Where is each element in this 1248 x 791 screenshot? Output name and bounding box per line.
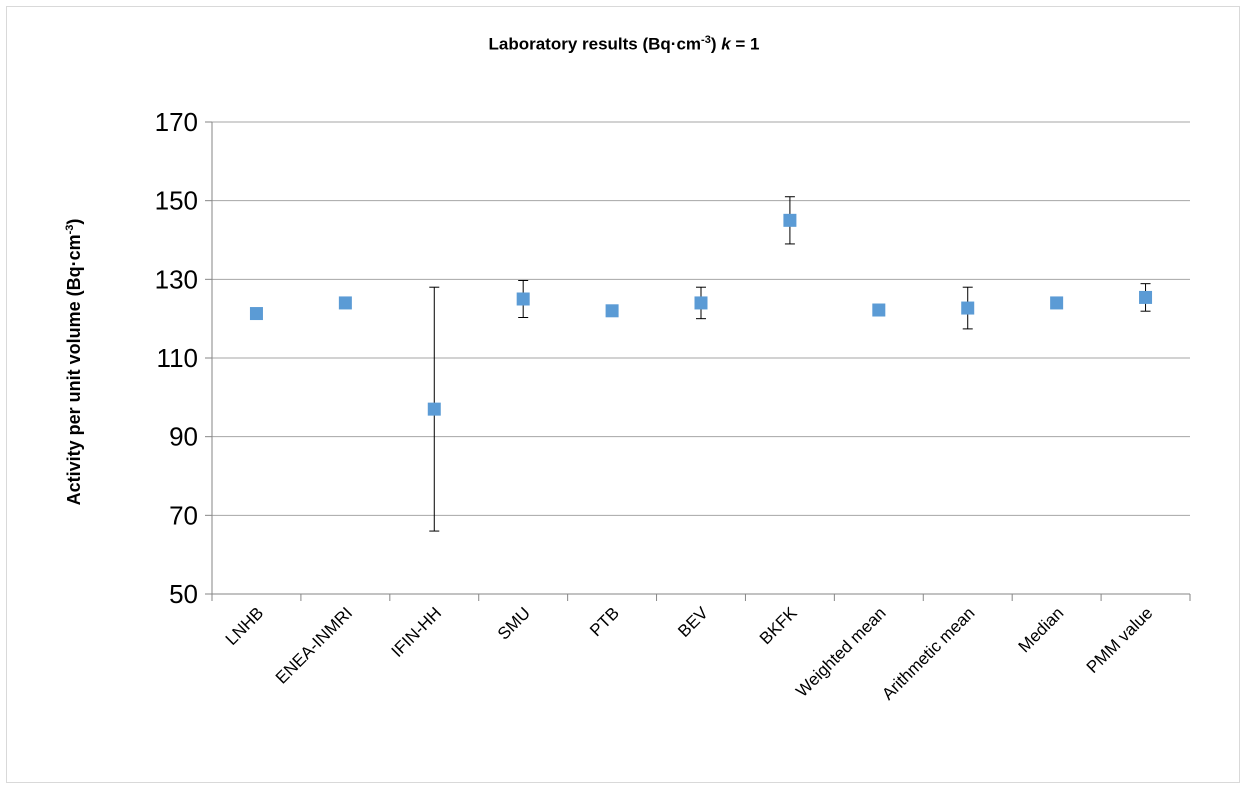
x-tick-label: PTB [586,603,623,640]
x-tick-label: BKFK [756,603,801,648]
data-point [872,303,886,317]
data-point [338,296,352,310]
data-point [961,301,975,315]
data-point [694,296,708,310]
x-tick-label: LNHB [222,603,268,649]
x-tick-labels: LNHB ENEA-INMRI IFIN-HH SMU PTB BEV BKFKWeight… [222,603,1157,704]
x-tick-label: Weighted mean [792,603,889,700]
y-tick-label: 170 [155,107,198,137]
x-tick-label: Arithmetic mean [878,603,978,703]
y-tick-labels: 50 70 90 110 130 150 170 [155,107,198,609]
data-point [783,213,797,227]
x-tick-label: ENEA-INMRI [272,603,356,687]
data-point [427,402,441,416]
data-point [1139,290,1153,304]
gridlines [212,121,1190,516]
y-tick-label: 90 [169,422,198,452]
data-points [249,213,1153,416]
x-tick-label: IFIN-HH [388,603,446,661]
y-tick-label: 150 [155,186,198,216]
x-tick-label: PMM value [1083,603,1157,677]
axes [205,121,1191,601]
chart-title: Laboratory results (Bq·cm-3) k = 1 [488,34,760,54]
x-tick-label: BEV [674,603,712,641]
y-axis-title: Activity per unit volume (Bq·cm-3) [64,219,84,506]
error-bars [429,196,1151,532]
data-point [249,307,263,321]
y-tick-label: 50 [169,579,198,609]
y-tick-label: 70 [169,500,198,530]
y-tick-label: 130 [155,264,198,294]
data-point [516,292,530,306]
x-tick-label: Median [1015,603,1068,656]
data-point [605,304,619,318]
x-tick-label: SMU [494,603,534,643]
y-tick-label: 110 [157,343,198,373]
data-point [1050,296,1064,310]
